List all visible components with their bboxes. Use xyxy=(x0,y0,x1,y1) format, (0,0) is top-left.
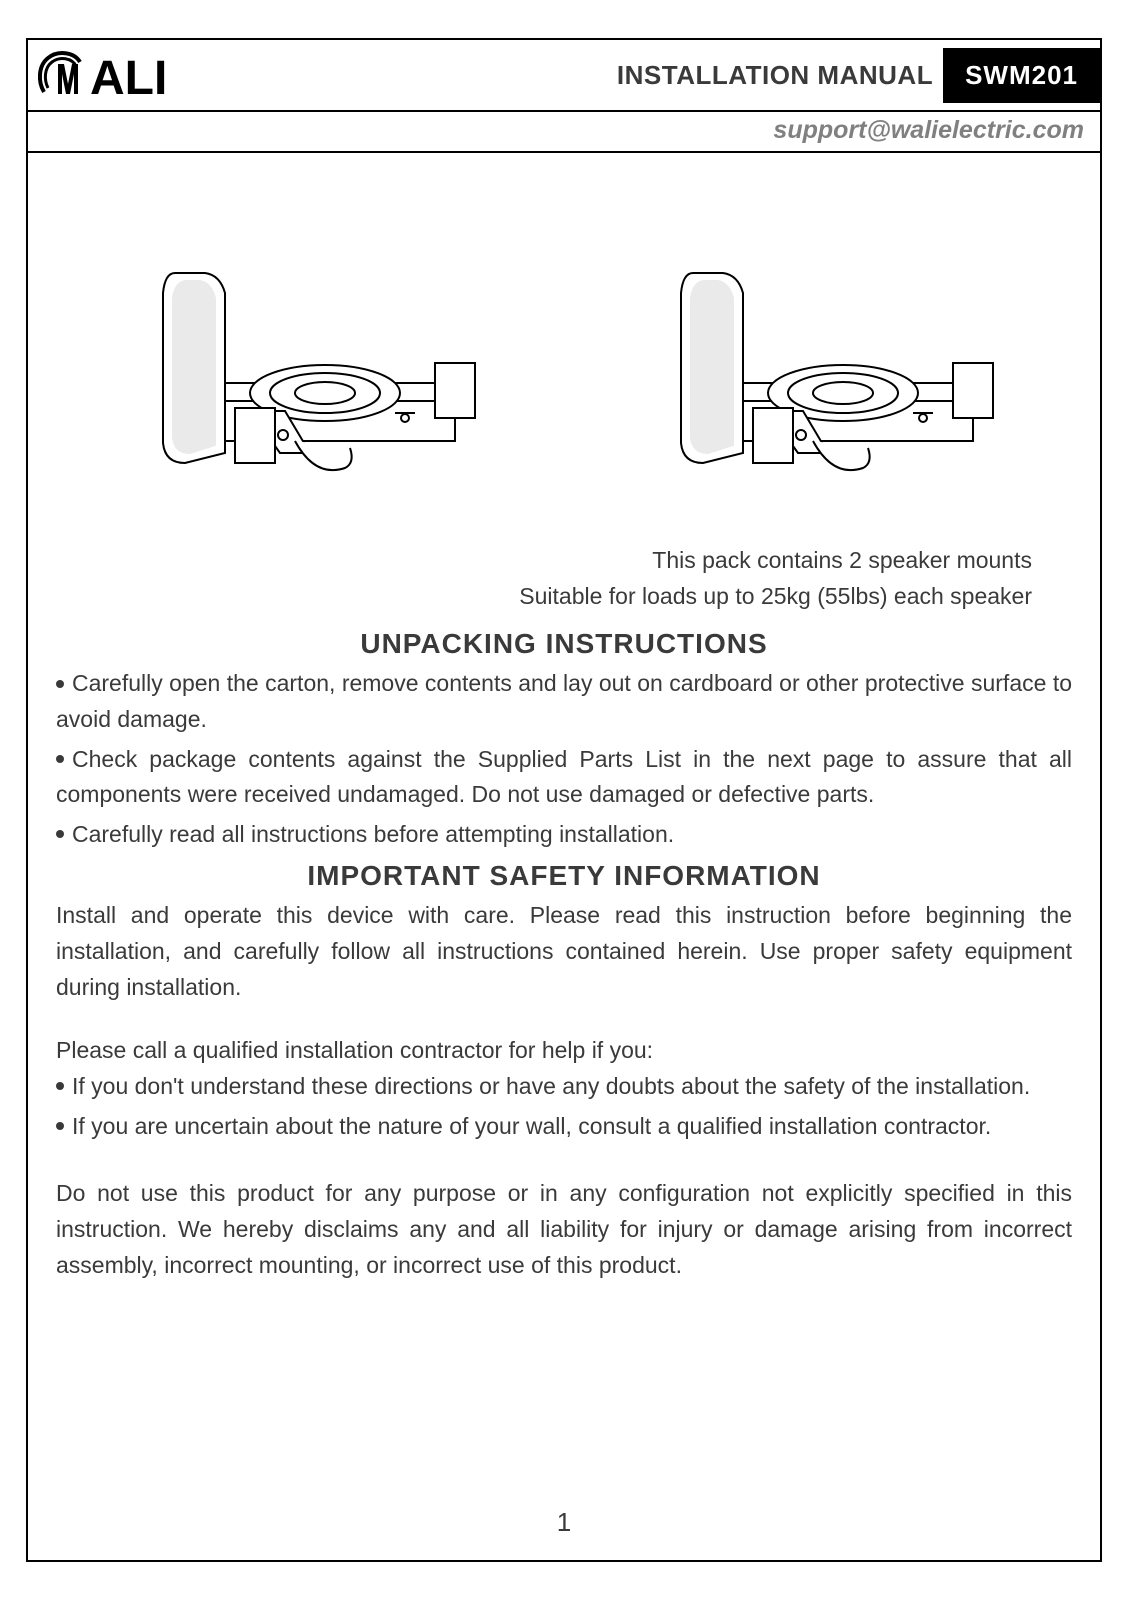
bullet-icon xyxy=(56,755,64,763)
unpacking-item-3: Carefully read all instructions before a… xyxy=(56,817,1072,853)
safety-bullet-2: If you are uncertain about the nature of… xyxy=(56,1109,1072,1145)
page-number: 1 xyxy=(28,1507,1100,1538)
unpacking-item-2: Check package contents against the Suppl… xyxy=(56,742,1072,813)
bullet-icon xyxy=(56,680,64,688)
caption-line-2: Suitable for loads up to 25kg (55lbs) ea… xyxy=(56,579,1032,615)
product-figures xyxy=(56,153,1072,543)
bullet-icon xyxy=(56,830,64,838)
safety-heading: IMPORTANT SAFETY INFORMATION xyxy=(56,860,1072,892)
bullet-icon xyxy=(56,1082,64,1090)
support-email: support@walielectric.com xyxy=(28,110,1100,153)
unpacking-text-1: Carefully open the carton, remove conten… xyxy=(56,670,1072,732)
safety-bullet-text-2: If you are uncertain about the nature of… xyxy=(72,1113,991,1139)
model-number: SWM201 xyxy=(943,48,1100,103)
mount-illustration-2 xyxy=(633,243,1013,503)
safety-call-intro: Please call a qualified installation con… xyxy=(56,1033,1072,1069)
safety-bullet-1: If you don't understand these directions… xyxy=(56,1069,1072,1105)
unpacking-text-2: Check package contents against the Suppl… xyxy=(56,746,1072,808)
caption-line-1: This pack contains 2 speaker mounts xyxy=(56,543,1032,579)
safety-disclaimer: Do not use this product for any purpose … xyxy=(56,1176,1072,1283)
unpacking-text-3: Carefully read all instructions before a… xyxy=(72,821,674,847)
unpacking-item-1: Carefully open the carton, remove conten… xyxy=(56,666,1072,737)
brand-logo: ALI xyxy=(28,40,234,111)
logo-text: ALI xyxy=(90,52,167,105)
safety-bullet-text-1: If you don't understand these directions… xyxy=(72,1073,1030,1099)
manual-title: INSTALLATION MANUAL xyxy=(617,60,943,91)
unpacking-heading: UNPACKING INSTRUCTIONS xyxy=(56,628,1072,660)
figure-caption: This pack contains 2 speaker mounts Suit… xyxy=(56,543,1072,620)
safety-intro: Install and operate this device with car… xyxy=(56,898,1072,1005)
bullet-icon xyxy=(56,1122,64,1130)
mount-illustration-1 xyxy=(115,243,495,503)
page-frame: ALI INSTALLATION MANUAL SWM201 support@w… xyxy=(26,38,1102,1562)
header-row: ALI INSTALLATION MANUAL SWM201 xyxy=(28,40,1100,110)
content-area: This pack contains 2 speaker mounts Suit… xyxy=(28,153,1100,1283)
